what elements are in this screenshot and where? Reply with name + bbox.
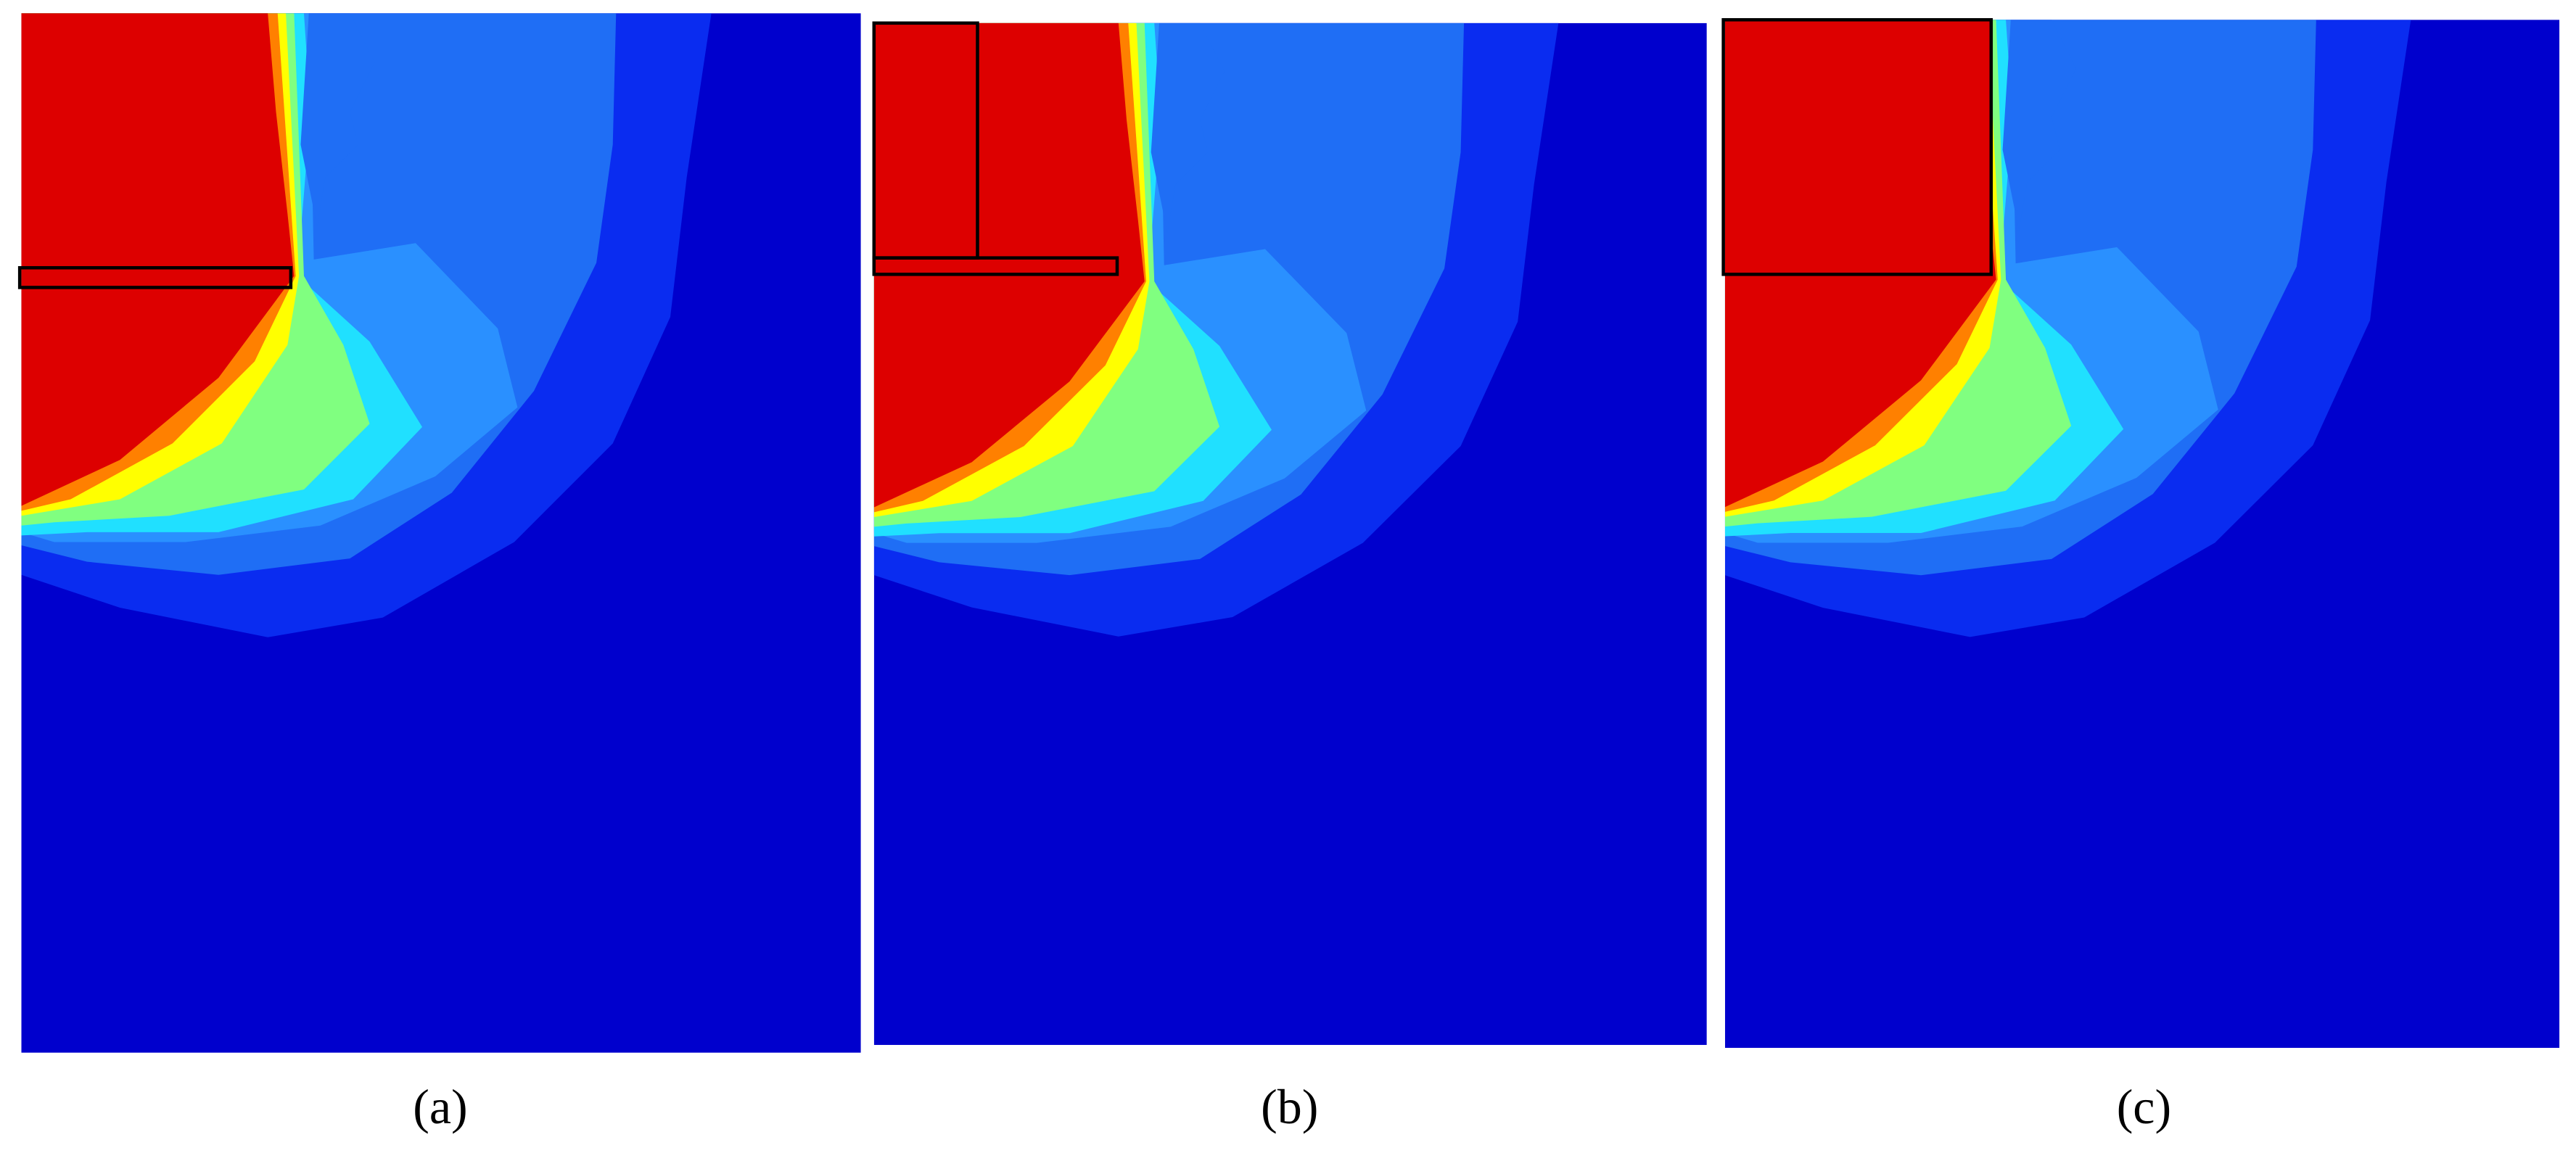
panel-label: (c) [2117,1079,2171,1134]
panel-label: (b) [1261,1079,1318,1134]
outline [872,256,1119,276]
outline [1721,18,1993,276]
block [1724,20,1991,275]
outline [17,265,293,289]
panel-label: (a) [413,1079,467,1134]
contour-panel-b [874,23,1707,1045]
contour-panel-a [21,13,860,1053]
